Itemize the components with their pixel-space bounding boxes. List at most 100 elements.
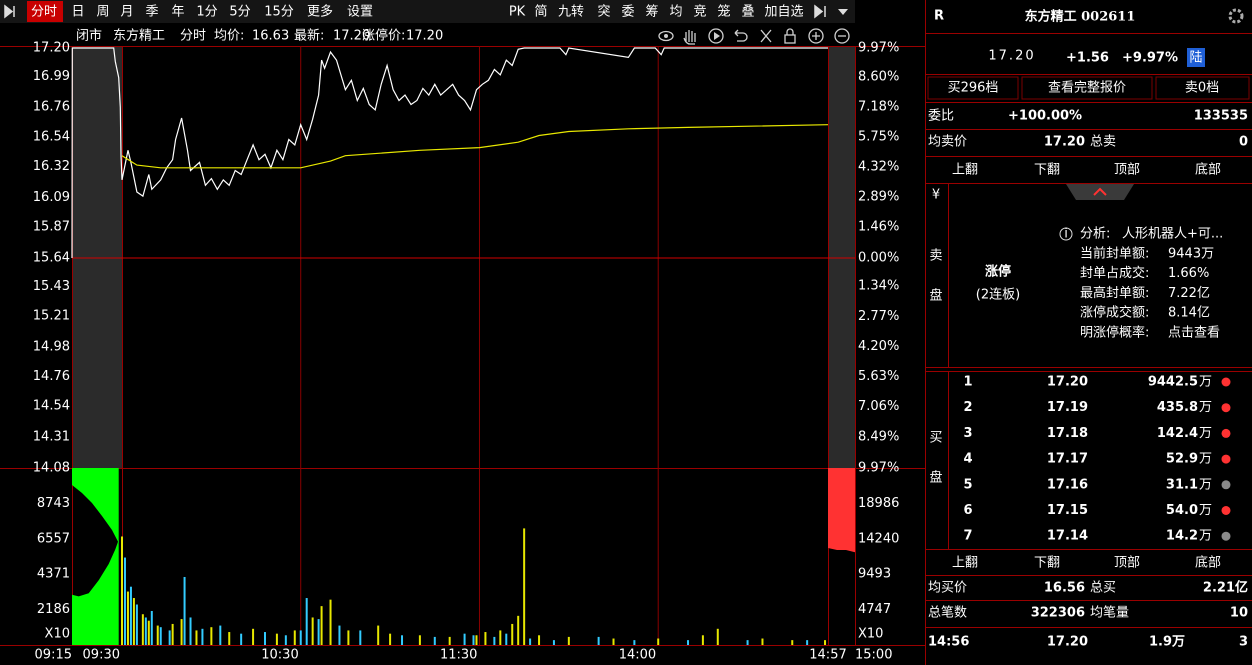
header-limit-label: 涨停价: <box>362 28 405 44</box>
toolbar-button[interactable]: 加自选 <box>764 5 803 20</box>
y-tick-label: 16.32 <box>33 159 70 174</box>
tool-scissors[interactable] <box>760 29 772 43</box>
stat-value: 点击查看 <box>1168 324 1220 340</box>
y-tick-label: 16.99 <box>33 69 70 84</box>
bid-level: 5 <box>963 477 972 492</box>
bid-price: 17.16 <box>1047 477 1088 492</box>
volume-bar <box>418 635 421 645</box>
volume-tick-label: 6557 <box>37 531 70 546</box>
toolbar-tab[interactable]: 周 <box>96 5 109 20</box>
toolbar-button[interactable]: 筹 <box>645 4 658 20</box>
trades: 322306 <box>1031 606 1085 621</box>
volume-bar <box>150 610 153 645</box>
toolbar-tab[interactable]: 月 <box>120 5 133 20</box>
toolbar-button[interactable]: 委 <box>621 5 634 20</box>
toolbar-button[interactable]: 简 <box>534 4 547 20</box>
bid-unit: 万 <box>1199 452 1212 467</box>
toolbar-button[interactable]: 均 <box>669 5 682 20</box>
tool-hand[interactable] <box>683 30 696 45</box>
volume-bar <box>219 625 222 645</box>
bid-volume: 31.1 <box>1166 477 1198 492</box>
volume-tick-label: 8743 <box>37 496 70 511</box>
volume-bar <box>633 640 636 645</box>
y2-tick-label: 9.97% <box>858 41 899 56</box>
page-nav[interactable]: 下翻 <box>1034 556 1060 571</box>
tool-play[interactable] <box>708 28 724 44</box>
volume-bar <box>156 625 159 645</box>
bid-unit: 万 <box>1199 503 1212 518</box>
quote-button[interactable]: 查看完整报价 <box>1048 80 1126 96</box>
toolbar-tab[interactable]: 分时 <box>31 5 57 20</box>
volume-bar <box>144 617 147 645</box>
toolbar-tab[interactable]: 日 <box>71 5 84 20</box>
page-nav[interactable]: 下翻 <box>1034 163 1060 178</box>
collapse-tab[interactable] <box>1066 184 1134 200</box>
stat-value: 9443万 <box>1168 247 1214 262</box>
volume-bar <box>359 630 362 645</box>
collapse-arrow <box>1093 187 1107 196</box>
toolbar-icon[interactable] <box>4 4 15 19</box>
toolbar-icon[interactable] <box>814 4 826 19</box>
toolbar-button[interactable]: 叠 <box>741 5 754 20</box>
y-tick-label: 15.43 <box>33 279 70 294</box>
volume-bar <box>761 638 764 645</box>
bid-level: 2 <box>963 400 972 415</box>
toolbar-tab[interactable]: 季 <box>145 5 158 20</box>
bid-level: 1 <box>963 375 972 390</box>
tool-lock-shackle <box>786 28 794 35</box>
quote-button[interactable]: 卖0档 <box>1185 81 1219 96</box>
toolbar-tab[interactable]: 年 <box>171 5 184 20</box>
bid-dot <box>1221 428 1231 438</box>
volume-bar <box>129 586 132 645</box>
toolbar-tab[interactable]: 5分 <box>229 5 250 20</box>
toolbar-tab[interactable]: 更多 <box>307 4 333 20</box>
limit-streak: (2连板) <box>976 287 1020 303</box>
page-nav[interactable]: 底部 <box>1195 162 1221 178</box>
page-nav[interactable]: 顶部 <box>1114 163 1140 178</box>
analysis-label: 分析: <box>1080 227 1110 242</box>
tool-zoom-in[interactable] <box>808 28 824 44</box>
tool-undo[interactable] <box>734 29 748 42</box>
page-nav[interactable]: 顶部 <box>1114 556 1140 571</box>
volume-y2-tick-label: 18986 <box>858 496 899 511</box>
auction-volume-area <box>72 539 119 645</box>
toolbar-tab[interactable]: 设置 <box>347 5 373 20</box>
button-box <box>927 76 1019 100</box>
info-icon <box>1059 227 1073 241</box>
volume-bar <box>716 628 719 645</box>
y2-tick-label: 2.77% <box>858 309 899 324</box>
toolbar-tab[interactable]: 1分 <box>196 5 217 20</box>
toolbar-button[interactable]: 突 <box>597 4 610 20</box>
tool-eye[interactable] <box>658 30 674 42</box>
volume-y2-tick-label: 9493 <box>858 567 891 582</box>
page-nav[interactable]: 上翻 <box>952 163 978 178</box>
header-name: 东方精工 <box>113 28 165 44</box>
page-nav[interactable]: 底部 <box>1195 555 1221 571</box>
toolbar-button[interactable]: 笼 <box>717 4 730 20</box>
tool-zoom-out[interactable] <box>834 28 850 44</box>
settings-gear[interactable] <box>1228 8 1244 24</box>
x-tick-label: 15:00 <box>855 648 892 663</box>
total-sell: 0 <box>1239 135 1248 150</box>
volume-bar <box>195 630 198 645</box>
stat-label: 当前封单额: <box>1080 246 1149 262</box>
ratio-value: +100.00% <box>1008 109 1082 124</box>
tick-time: 14:56 <box>928 635 969 650</box>
tool-lock[interactable] <box>784 34 796 44</box>
bid-volume: 435.8 <box>1157 400 1198 415</box>
buy-side-label: 盘 <box>929 470 942 486</box>
toolbar-button[interactable]: PK <box>509 5 526 20</box>
toolbar-dropdown[interactable] <box>838 9 848 15</box>
y-tick-label: 14.08 <box>33 461 70 476</box>
volume-bar <box>806 640 809 645</box>
page-nav[interactable]: 上翻 <box>952 556 978 571</box>
volume-bar <box>240 633 243 645</box>
toolbar-tab[interactable]: 15分 <box>264 5 294 20</box>
quote-button[interactable]: 买296档 <box>948 81 999 96</box>
toolbar-button[interactable]: 竞 <box>693 4 706 20</box>
ratio-label: 委比 <box>928 109 954 124</box>
toolbar-button[interactable]: 九转 <box>558 5 584 20</box>
bid-price: 17.15 <box>1047 503 1088 518</box>
y2-tick-label: 0.00% <box>858 251 899 266</box>
